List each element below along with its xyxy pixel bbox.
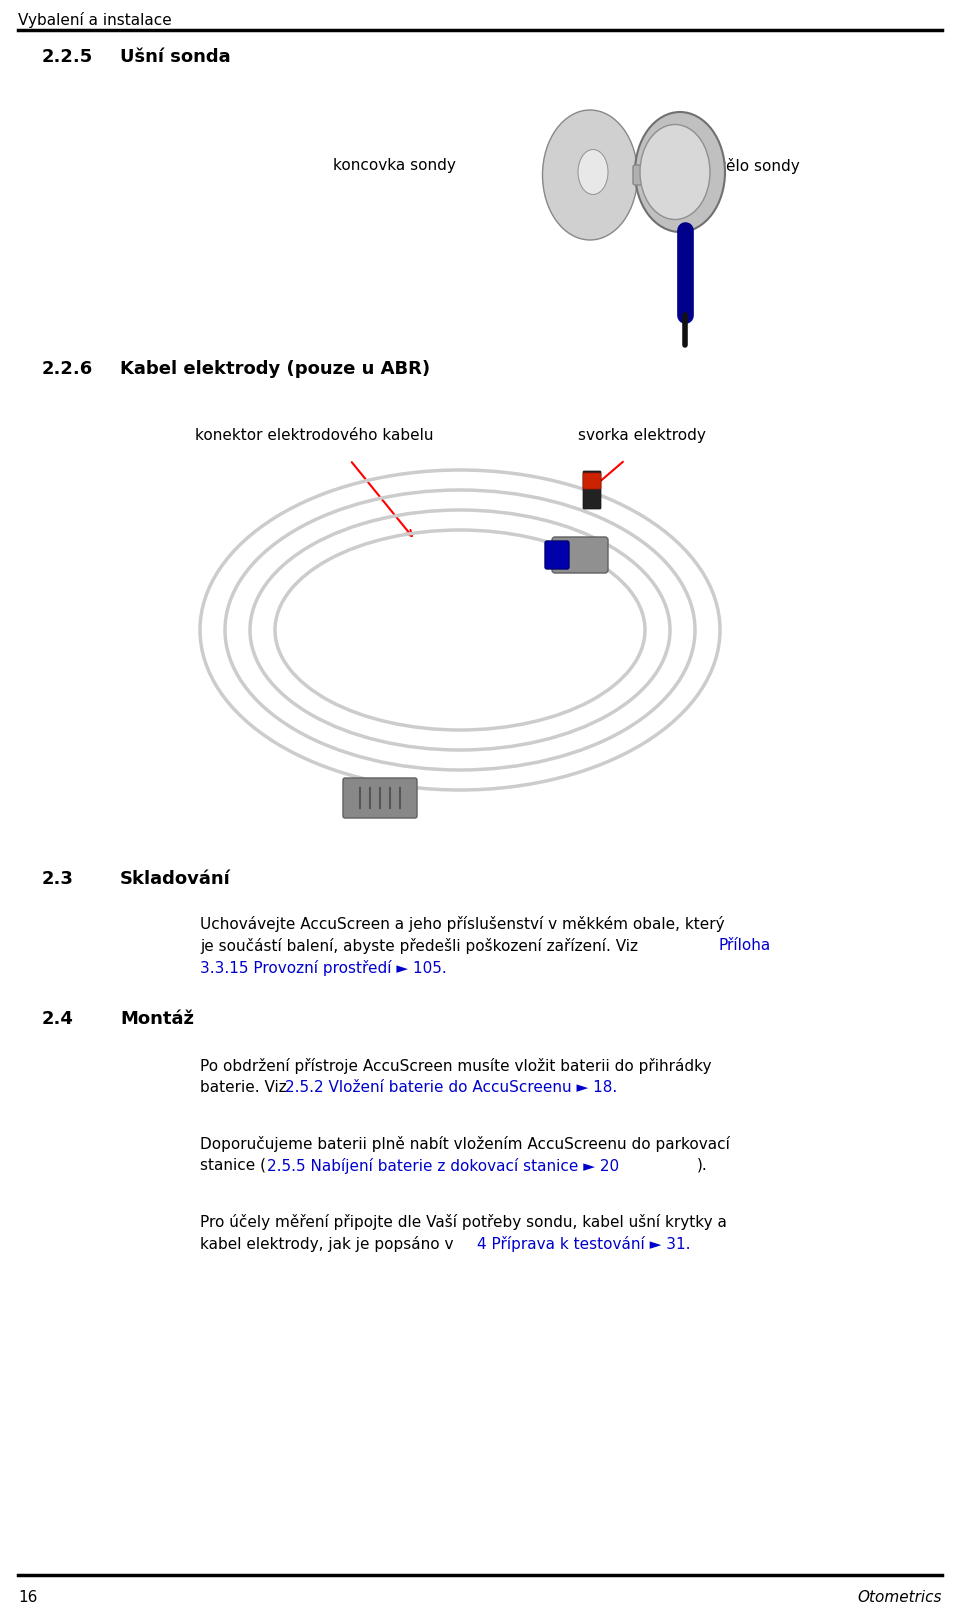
Text: je součástí balení, abyste předešli poškození zařízení. Viz: je součástí balení, abyste předešli pošk… bbox=[200, 938, 643, 954]
FancyBboxPatch shape bbox=[583, 473, 601, 489]
Text: 2.3: 2.3 bbox=[42, 870, 74, 888]
Text: Otometrics: Otometrics bbox=[857, 1590, 942, 1606]
FancyBboxPatch shape bbox=[552, 537, 608, 573]
Text: baterie. Viz: baterie. Viz bbox=[200, 1080, 292, 1096]
Ellipse shape bbox=[635, 113, 725, 232]
Text: Pro účely měření připojte dle Vaší potřeby sondu, kabel ušní krytky a: Pro účely měření připojte dle Vaší potře… bbox=[200, 1215, 727, 1229]
Text: 4 Příprava k testování ► 31.: 4 Příprava k testování ► 31. bbox=[477, 1236, 690, 1252]
Text: Vybalení a instalace: Vybalení a instalace bbox=[18, 11, 172, 27]
Text: koncovka sondy: koncovka sondy bbox=[333, 158, 456, 174]
Text: Příloha: Příloha bbox=[718, 938, 770, 953]
Ellipse shape bbox=[640, 124, 710, 219]
Text: konektor elektrodového kabelu: konektor elektrodového kabelu bbox=[195, 428, 434, 442]
Text: Kabel elektrody (pouze u ABR): Kabel elektrody (pouze u ABR) bbox=[120, 360, 430, 378]
Text: Uchovávejte AccuScreen a jeho příslušenství v měkkém obale, který: Uchovávejte AccuScreen a jeho příslušens… bbox=[200, 916, 725, 932]
Text: 2.5.5 Nabíjení baterie z dokovací stanice ► 20: 2.5.5 Nabíjení baterie z dokovací stanic… bbox=[267, 1158, 619, 1175]
Text: 2.2.5: 2.2.5 bbox=[42, 48, 93, 66]
Text: Ušní sonda: Ušní sonda bbox=[120, 48, 230, 66]
Text: svorka elektrody: svorka elektrody bbox=[578, 428, 706, 442]
Text: Montáž: Montáž bbox=[120, 1010, 194, 1028]
Ellipse shape bbox=[305, 537, 615, 722]
Text: 2.4: 2.4 bbox=[42, 1010, 74, 1028]
Text: kabel elektrody, jak je popsáno v: kabel elektrody, jak je popsáno v bbox=[200, 1236, 458, 1252]
FancyBboxPatch shape bbox=[545, 541, 569, 570]
Text: 2.2.6: 2.2.6 bbox=[42, 360, 93, 378]
Text: tělo sondy: tělo sondy bbox=[720, 158, 800, 174]
Ellipse shape bbox=[578, 150, 608, 195]
Text: 2.5.2 Vložení baterie do AccuScreenu ► 18.: 2.5.2 Vložení baterie do AccuScreenu ► 1… bbox=[285, 1080, 617, 1096]
FancyBboxPatch shape bbox=[583, 471, 601, 508]
FancyBboxPatch shape bbox=[633, 166, 667, 185]
Text: stanice (: stanice ( bbox=[200, 1158, 266, 1173]
Text: Doporučujeme baterii plně nabít vložením AccuScreenu do parkovací: Doporučujeme baterii plně nabít vložením… bbox=[200, 1136, 730, 1152]
FancyBboxPatch shape bbox=[343, 779, 417, 817]
Ellipse shape bbox=[380, 587, 540, 673]
Text: Po obdržení přístroje AccuScreen musíte vložit baterii do přihrádky: Po obdržení přístroje AccuScreen musíte … bbox=[200, 1059, 711, 1073]
Text: 16: 16 bbox=[18, 1590, 37, 1606]
Text: 3.3.15 Provozní prostředí ► 105.: 3.3.15 Provozní prostředí ► 105. bbox=[200, 961, 446, 977]
Ellipse shape bbox=[542, 109, 637, 240]
Text: ).: ). bbox=[697, 1158, 708, 1173]
Text: Skladování: Skladování bbox=[120, 870, 230, 888]
